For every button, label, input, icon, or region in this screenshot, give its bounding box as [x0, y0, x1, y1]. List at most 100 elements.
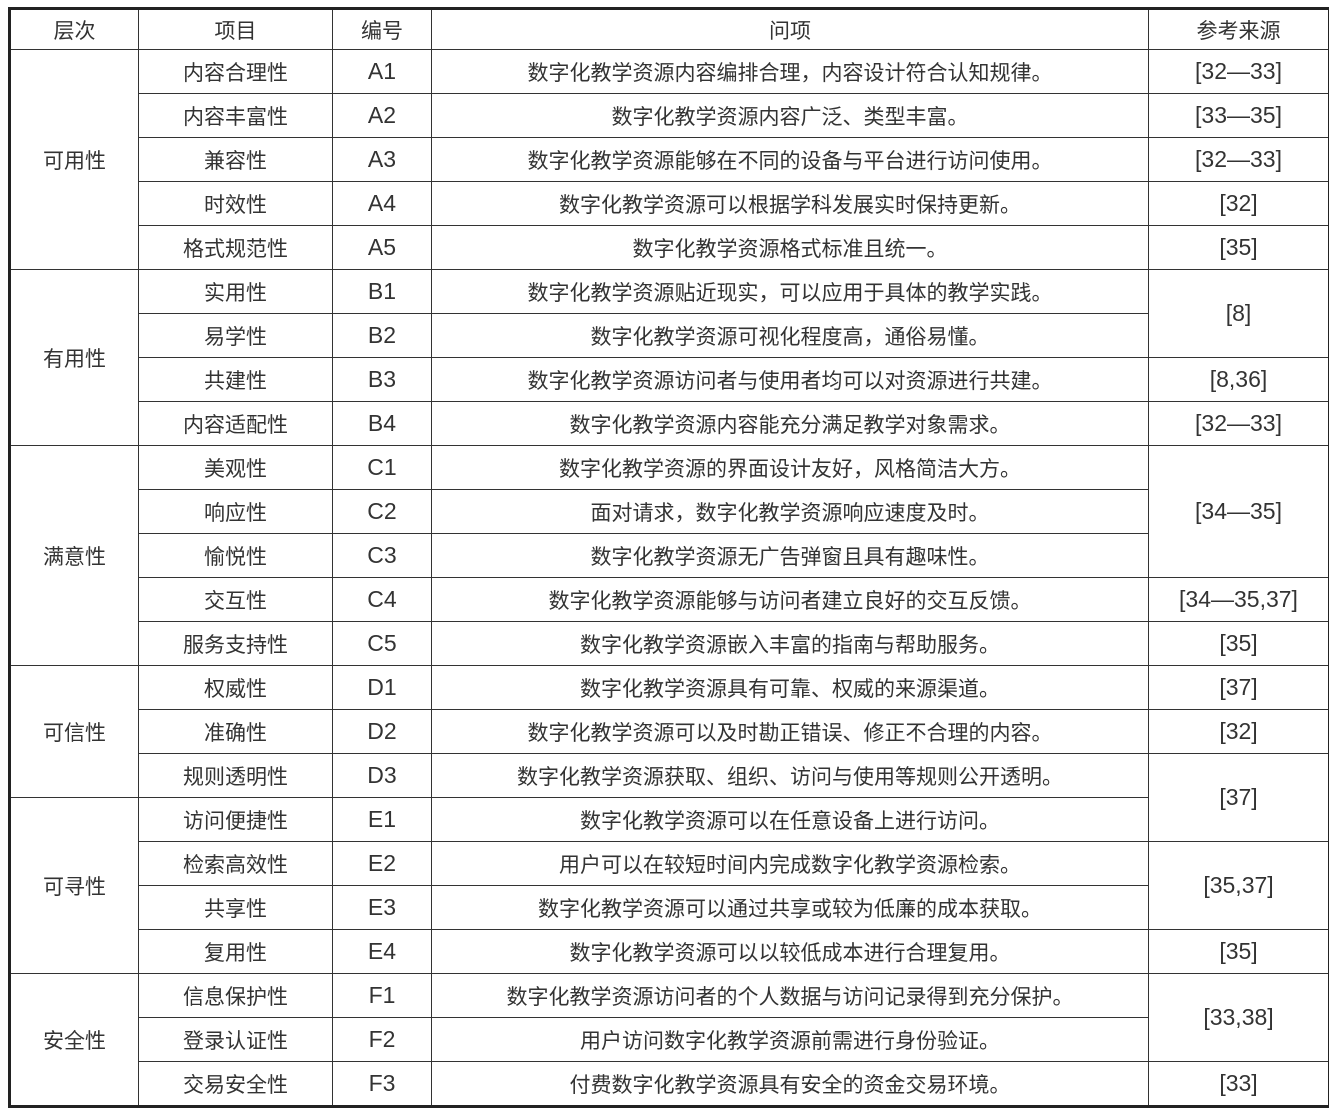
code-cell: B1 — [332, 269, 432, 314]
item-cell: 交易安全性 — [138, 1061, 333, 1107]
item-cell: 共建性 — [138, 357, 333, 402]
level-cell: 可用性 — [9, 49, 139, 270]
header-row: 层次 项目 编号 问项 参考来源 — [9, 8, 1329, 50]
item-cell: 愉悦性 — [138, 533, 333, 578]
header-level: 层次 — [9, 8, 139, 50]
table-row: 登录认证性 F2 用户访问数字化教学资源前需进行身份验证。 — [10, 1017, 1329, 1062]
reference-cell: [32—33] — [1148, 137, 1329, 182]
table-row: 检索高效性 E2 用户可以在较短时间内完成数字化教学资源检索。 [35,37] — [10, 841, 1329, 930]
code-cell: A5 — [332, 225, 432, 270]
header-reference: 参考来源 — [1148, 8, 1329, 50]
code-cell: E4 — [332, 929, 432, 974]
item-cell: 格式规范性 — [138, 225, 333, 270]
table-row: 规则透明性 D3 数字化教学资源获取、组织、访问与使用等规则公开透明。 [37] — [10, 753, 1329, 842]
code-cell: A2 — [332, 93, 432, 138]
question-cell: 数字化教学资源访问者与使用者均可以对资源进行共建。 — [431, 357, 1149, 402]
header-item: 项目 — [138, 8, 333, 50]
level-cell: 满意性 — [9, 445, 139, 666]
item-cell: 内容丰富性 — [138, 93, 333, 138]
level-cell: 安全性 — [9, 973, 139, 1107]
table-row: 愉悦性 C3 数字化教学资源无广告弹窗且具有趣味性。 — [10, 533, 1329, 578]
table-row: 安全性 信息保护性 F1 数字化教学资源访问者的个人数据与访问记录得到充分保护。 [33… — [9, 973, 1329, 1107]
reference-cell: [33] — [1148, 1061, 1329, 1107]
reference-cell: [35,37] — [1148, 841, 1329, 930]
reference-cell: [8] — [1148, 269, 1329, 358]
question-cell: 数字化教学资源可以在任意设备上进行访问。 — [431, 797, 1149, 842]
question-cell: 数字化教学资源具有可靠、权威的来源渠道。 — [431, 665, 1149, 710]
code-cell: F1 — [332, 973, 432, 1018]
header-question: 问项 — [431, 8, 1149, 50]
code-cell: C3 — [332, 533, 432, 578]
table-row: 可寻性 访问便捷性 E1 数字化教学资源可以在任意设备上进行访问。 — [9, 797, 1329, 974]
item-cell: 访问便捷性 — [138, 797, 333, 842]
question-cell: 付费数字化教学资源具有安全的资金交易环境。 — [431, 1061, 1149, 1107]
question-cell: 数字化教学资源的界面设计友好，风格简洁大方。 — [431, 445, 1149, 490]
code-cell: C2 — [332, 489, 432, 534]
code-cell: C4 — [332, 577, 432, 622]
question-cell: 面对请求，数字化教学资源响应速度及时。 — [431, 489, 1149, 534]
item-cell: 易学性 — [138, 313, 333, 358]
item-cell: 检索高效性 — [138, 841, 333, 886]
code-cell: D2 — [332, 709, 432, 754]
item-cell: 准确性 — [138, 709, 333, 754]
question-cell: 数字化教学资源可以及时勘正错误、修正不合理的内容。 — [431, 709, 1149, 754]
code-cell: C5 — [332, 621, 432, 666]
code-cell: F2 — [332, 1017, 432, 1062]
code-cell: B3 — [332, 357, 432, 402]
item-cell: 信息保护性 — [138, 973, 333, 1018]
question-cell: 用户访问数字化教学资源前需进行身份验证。 — [431, 1017, 1149, 1062]
level-cell: 可寻性 — [9, 797, 139, 974]
question-cell: 数字化教学资源无广告弹窗且具有趣味性。 — [431, 533, 1149, 578]
reference-cell: [33—35] — [1148, 93, 1329, 138]
item-cell: 登录认证性 — [138, 1017, 333, 1062]
item-cell: 权威性 — [138, 665, 333, 710]
table-row: 共享性 E3 数字化教学资源可以通过共享或较为低廉的成本获取。 — [10, 885, 1329, 930]
reference-cell: [34—35,37] — [1148, 577, 1329, 622]
question-cell: 数字化教学资源贴近现实，可以应用于具体的教学实践。 — [431, 269, 1149, 314]
item-cell: 共享性 — [138, 885, 333, 930]
question-cell: 数字化教学资源访问者的个人数据与访问记录得到充分保护。 — [431, 973, 1149, 1018]
question-cell: 数字化教学资源能够在不同的设备与平台进行访问使用。 — [431, 137, 1149, 182]
item-cell: 服务支持性 — [138, 621, 333, 666]
code-cell: B4 — [332, 401, 432, 446]
code-cell: A4 — [332, 181, 432, 226]
item-cell: 响应性 — [138, 489, 333, 534]
question-cell: 数字化教学资源嵌入丰富的指南与帮助服务。 — [431, 621, 1149, 666]
reference-cell: [35] — [1148, 929, 1329, 974]
table-row: 服务支持性 C5 数字化教学资源嵌入丰富的指南与帮助服务。 [35] — [10, 621, 1329, 666]
question-cell: 数字化教学资源获取、组织、访问与使用等规则公开透明。 — [431, 753, 1149, 798]
reference-cell: [37] — [1148, 665, 1329, 710]
code-cell: D3 — [332, 753, 432, 798]
item-cell: 交互性 — [138, 577, 333, 622]
question-cell: 用户可以在较短时间内完成数字化教学资源检索。 — [431, 841, 1149, 886]
code-cell: B2 — [332, 313, 432, 358]
code-cell: A1 — [332, 49, 432, 94]
table-row: 准确性 D2 数字化教学资源可以及时勘正错误、修正不合理的内容。 [32] — [10, 709, 1329, 754]
code-cell: E3 — [332, 885, 432, 930]
question-cell: 数字化教学资源格式标准且统一。 — [431, 225, 1149, 270]
question-cell: 数字化教学资源可以根据学科发展实时保持更新。 — [431, 181, 1149, 226]
item-cell: 内容合理性 — [138, 49, 333, 94]
question-cell: 数字化教学资源能够与访问者建立良好的交互反馈。 — [431, 577, 1149, 622]
reference-cell: [32] — [1148, 181, 1329, 226]
level-cell: 有用性 — [9, 269, 139, 446]
item-cell: 规则透明性 — [138, 753, 333, 798]
table-row: 有用性 实用性 B1 数字化教学资源贴近现实，可以应用于具体的教学实践。 [8] — [9, 269, 1329, 446]
code-cell: A3 — [332, 137, 432, 182]
table-row: 易学性 B2 数字化教学资源可视化程度高，通俗易懂。 — [10, 313, 1329, 358]
table-row: 交互性 C4 数字化教学资源能够与访问者建立良好的交互反馈。 [34—35,37] — [10, 577, 1329, 622]
table-row: 满意性 美观性 C1 数字化教学资源的界面设计友好，风格简洁大方。 [34—35] — [9, 445, 1329, 666]
code-cell: E2 — [332, 841, 432, 886]
question-cell: 数字化教学资源可以通过共享或较为低廉的成本获取。 — [431, 885, 1149, 930]
reference-cell: [8,36] — [1148, 357, 1329, 402]
question-cell: 数字化教学资源内容能充分满足教学对象需求。 — [431, 401, 1149, 446]
level-cell: 可信性 — [9, 665, 139, 798]
table-row: 内容适配性 B4 数字化教学资源内容能充分满足教学对象需求。 [32—33] — [10, 401, 1329, 446]
code-cell: E1 — [332, 797, 432, 842]
item-cell: 实用性 — [138, 269, 333, 314]
table-row: 兼容性 A3 数字化教学资源能够在不同的设备与平台进行访问使用。 [32—33] — [10, 137, 1329, 182]
item-cell: 内容适配性 — [138, 401, 333, 446]
reference-cell: [32—33] — [1148, 401, 1329, 446]
reference-cell: [35] — [1148, 225, 1329, 270]
question-cell: 数字化教学资源内容编排合理，内容设计符合认知规律。 — [431, 49, 1149, 94]
